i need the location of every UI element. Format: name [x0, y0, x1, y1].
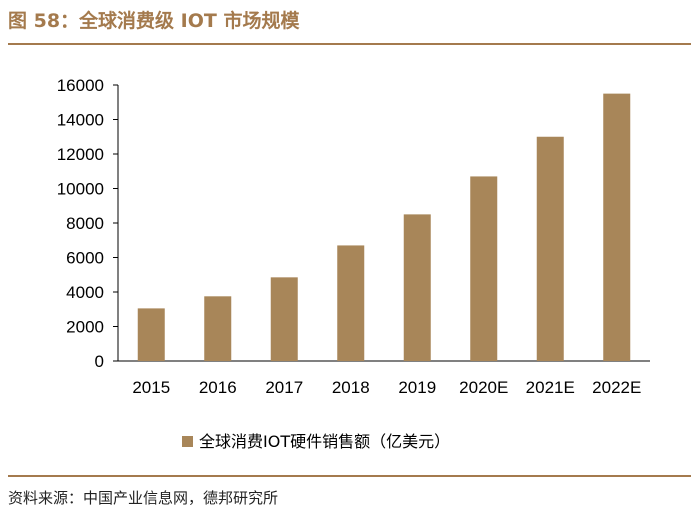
y-tick-label: 8000: [66, 214, 104, 233]
y-tick-label: 2000: [66, 318, 104, 337]
x-tick-label: 2016: [199, 378, 237, 397]
x-tick-label: 2015: [132, 378, 170, 397]
y-tick-label: 12000: [57, 145, 104, 164]
bar-chart: 0 2000 4000 6000 8000 10000 12000 14000 16000 201…: [57, 76, 650, 451]
legend-label: 全球消费IOT硬件销售额（亿美元）: [199, 432, 450, 451]
bar-2019: [403, 214, 431, 361]
x-tick-label: 2018: [332, 378, 370, 397]
bar-2022E: [603, 93, 631, 361]
x-tick-label: 2021E: [526, 378, 575, 397]
bar-2016: [204, 296, 232, 361]
x-tick-label: 2017: [265, 378, 303, 397]
legend-swatch: [182, 436, 193, 447]
bar-2021E: [536, 136, 564, 361]
source-divider: [8, 475, 691, 477]
x-tick-label: 2019: [398, 378, 436, 397]
bar-2015: [137, 308, 165, 361]
y-tick-label: 14000: [57, 111, 104, 130]
figure-title: 图 58：全球消费级 IOT 市场规模: [8, 10, 300, 32]
title-divider: [8, 43, 691, 45]
y-tick-label: 6000: [66, 249, 104, 268]
y-tick-label: 0: [95, 352, 104, 371]
bar-2020E: [470, 176, 498, 361]
y-tick-label: 4000: [66, 283, 104, 302]
bar-2017: [270, 277, 298, 361]
y-tick-label: 10000: [57, 180, 104, 199]
bar-2018: [337, 245, 365, 361]
x-tick-label: 2020E: [459, 378, 508, 397]
source-note: 资料来源：中国产业信息网，德邦研究所: [8, 489, 279, 507]
x-tick-label: 2022E: [592, 378, 641, 397]
y-tick-label: 16000: [57, 76, 104, 95]
